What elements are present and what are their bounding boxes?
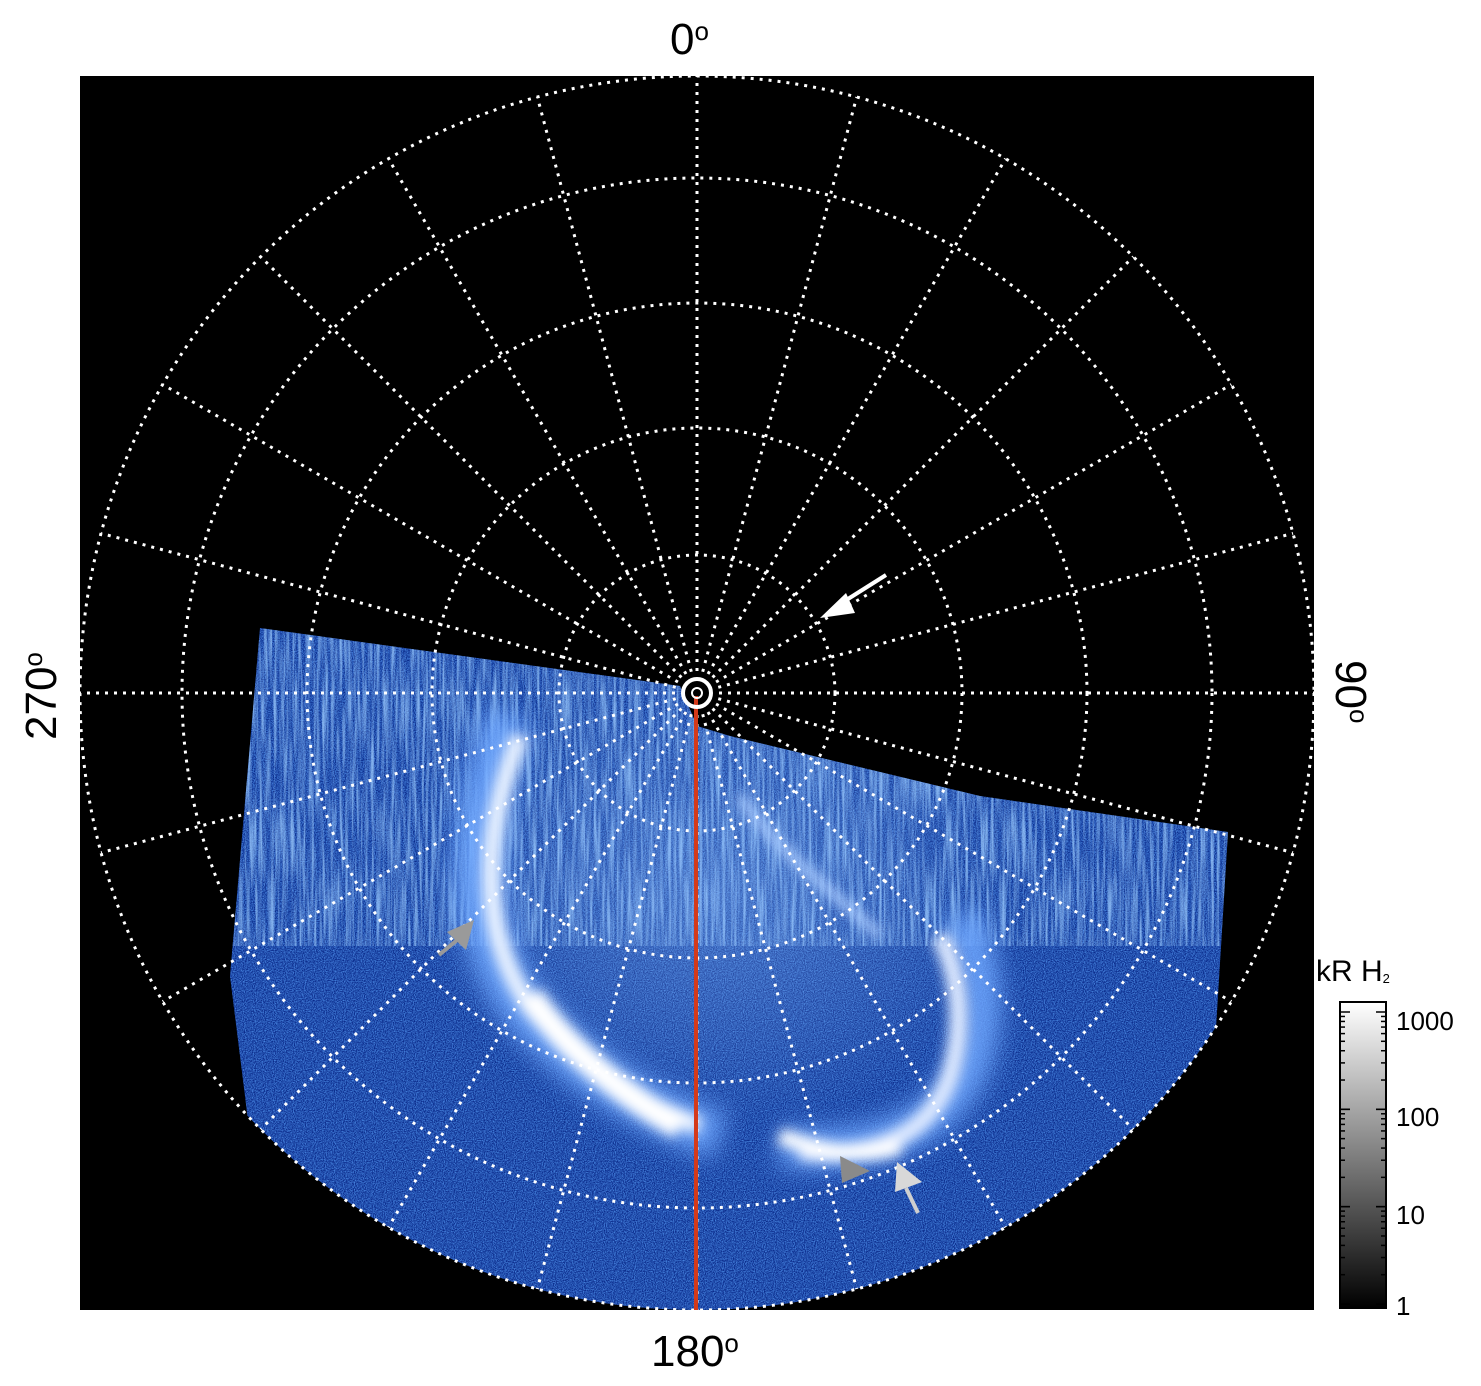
grid-meridian xyxy=(161,702,679,1003)
gray-arrow-icon xyxy=(437,920,474,957)
colorbar xyxy=(1339,1001,1387,1309)
white-arrow-icon xyxy=(895,1162,922,1214)
colorbar-tick-100: 100 xyxy=(1396,1102,1440,1132)
colorbar-tick-10: 10 xyxy=(1396,1200,1425,1230)
polar-grid xyxy=(80,76,1314,1310)
label-270-deg: 270o xyxy=(17,652,66,740)
grid-meridian xyxy=(387,711,688,1229)
white-arrow-icon xyxy=(820,573,888,618)
polar-aurora-map xyxy=(80,76,1314,1310)
grid-meridian xyxy=(535,96,693,673)
label-90-deg: 90o xyxy=(1326,660,1375,724)
grid-meridian xyxy=(535,713,693,1290)
grid-meridian xyxy=(161,383,679,684)
grid-meridian xyxy=(701,96,859,673)
label-180-deg: 180o xyxy=(651,1327,739,1376)
grid-meridian xyxy=(100,531,677,689)
grid-meridian xyxy=(387,157,688,675)
label-0-deg: 0o xyxy=(670,15,709,64)
gray-arrow-icon xyxy=(840,1156,870,1183)
grid-meridian xyxy=(715,383,1233,684)
grid-meridian xyxy=(701,713,859,1290)
grid-meridian xyxy=(711,255,1135,679)
auroral-oval-bright xyxy=(482,732,968,1163)
colorbar-tick-1: 1 xyxy=(1396,1291,1411,1321)
grid-meridian xyxy=(717,531,1294,689)
grid-meridian xyxy=(259,707,683,1131)
grid-meridian xyxy=(259,255,683,679)
grid-meridian xyxy=(706,711,1007,1229)
colorbar-tick-1000: 1000 xyxy=(1396,1006,1454,1036)
grid-meridian xyxy=(715,702,1233,1003)
grid-circle xyxy=(180,176,1214,1210)
grid-meridian xyxy=(717,697,1294,855)
grid-meridian xyxy=(706,157,1007,675)
pole-marker-icon xyxy=(681,677,713,709)
grid-meridian xyxy=(100,697,677,855)
colorbar-title: kR H2 xyxy=(1316,955,1390,988)
grid-meridian xyxy=(711,707,1135,1131)
